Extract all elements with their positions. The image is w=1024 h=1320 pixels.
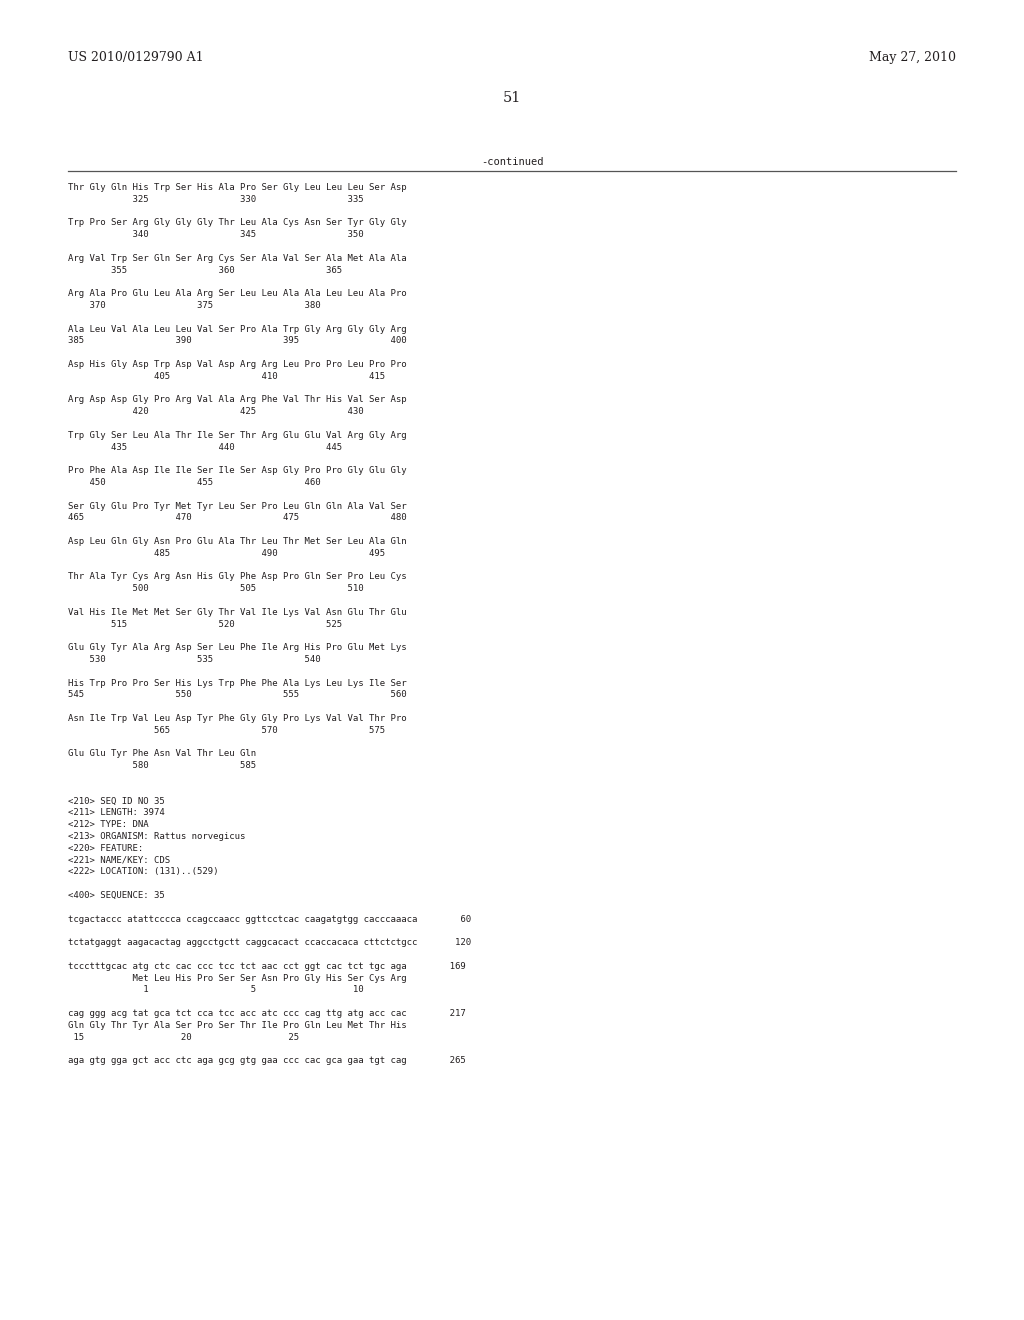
Text: 370                 375                 380: 370 375 380	[68, 301, 321, 310]
Text: Glu Glu Tyr Phe Asn Val Thr Leu Gln: Glu Glu Tyr Phe Asn Val Thr Leu Gln	[68, 750, 256, 759]
Text: tctatgaggt aagacactag aggcctgctt caggcacact ccaccacaca cttctctgcc       120: tctatgaggt aagacactag aggcctgctt caggcac…	[68, 939, 471, 948]
Text: 545                 550                 555                 560: 545 550 555 560	[68, 690, 407, 700]
Text: 420                 425                 430: 420 425 430	[68, 407, 364, 416]
Text: -continued: -continued	[480, 157, 544, 168]
Text: <213> ORGANISM: Rattus norvegicus: <213> ORGANISM: Rattus norvegicus	[68, 832, 246, 841]
Text: 1                   5                  10: 1 5 10	[68, 986, 364, 994]
Text: 355                 360                 365: 355 360 365	[68, 265, 342, 275]
Text: 435                 440                 445: 435 440 445	[68, 442, 342, 451]
Text: 15                  20                  25: 15 20 25	[68, 1032, 299, 1041]
Text: 405                 410                 415: 405 410 415	[68, 372, 385, 380]
Text: Arg Ala Pro Glu Leu Ala Arg Ser Leu Leu Ala Ala Leu Leu Ala Pro: Arg Ala Pro Glu Leu Ala Arg Ser Leu Leu …	[68, 289, 407, 298]
Text: aga gtg gga gct acc ctc aga gcg gtg gaa ccc cac gca gaa tgt cag        265: aga gtg gga gct acc ctc aga gcg gtg gaa …	[68, 1056, 466, 1065]
Text: Trp Pro Ser Arg Gly Gly Gly Thr Leu Ala Cys Asn Ser Tyr Gly Gly: Trp Pro Ser Arg Gly Gly Gly Thr Leu Ala …	[68, 218, 407, 227]
Text: 340                 345                 350: 340 345 350	[68, 230, 364, 239]
Text: 580                 585: 580 585	[68, 762, 256, 770]
Text: <222> LOCATION: (131)..(529): <222> LOCATION: (131)..(529)	[68, 867, 218, 876]
Text: Asn Ile Trp Val Leu Asp Tyr Phe Gly Gly Pro Lys Val Val Thr Pro: Asn Ile Trp Val Leu Asp Tyr Phe Gly Gly …	[68, 714, 407, 723]
Text: Thr Ala Tyr Cys Arg Asn His Gly Phe Asp Pro Gln Ser Pro Leu Cys: Thr Ala Tyr Cys Arg Asn His Gly Phe Asp …	[68, 573, 407, 581]
Text: <220> FEATURE:: <220> FEATURE:	[68, 843, 143, 853]
Text: 325                 330                 335: 325 330 335	[68, 195, 364, 203]
Text: Ser Gly Glu Pro Tyr Met Tyr Leu Ser Pro Leu Gln Gln Ala Val Ser: Ser Gly Glu Pro Tyr Met Tyr Leu Ser Pro …	[68, 502, 407, 511]
Text: Arg Asp Asp Gly Pro Arg Val Ala Arg Phe Val Thr His Val Ser Asp: Arg Asp Asp Gly Pro Arg Val Ala Arg Phe …	[68, 396, 407, 404]
Text: His Trp Pro Pro Ser His Lys Trp Phe Phe Ala Lys Leu Lys Ile Ser: His Trp Pro Pro Ser His Lys Trp Phe Phe …	[68, 678, 407, 688]
Text: 51: 51	[503, 91, 521, 106]
Text: 465                 470                 475                 480: 465 470 475 480	[68, 513, 407, 523]
Text: <210> SEQ ID NO 35: <210> SEQ ID NO 35	[68, 796, 165, 805]
Text: Asp Leu Gln Gly Asn Pro Glu Ala Thr Leu Thr Met Ser Leu Ala Gln: Asp Leu Gln Gly Asn Pro Glu Ala Thr Leu …	[68, 537, 407, 546]
Text: Trp Gly Ser Leu Ala Thr Ile Ser Thr Arg Glu Glu Val Arg Gly Arg: Trp Gly Ser Leu Ala Thr Ile Ser Thr Arg …	[68, 430, 407, 440]
Text: May 27, 2010: May 27, 2010	[869, 50, 956, 63]
Text: <211> LENGTH: 3974: <211> LENGTH: 3974	[68, 808, 165, 817]
Text: <212> TYPE: DNA: <212> TYPE: DNA	[68, 820, 148, 829]
Text: Arg Val Trp Ser Gln Ser Arg Cys Ser Ala Val Ser Ala Met Ala Ala: Arg Val Trp Ser Gln Ser Arg Cys Ser Ala …	[68, 253, 407, 263]
Text: Met Leu His Pro Ser Ser Asn Pro Gly His Ser Cys Arg: Met Leu His Pro Ser Ser Asn Pro Gly His …	[68, 974, 407, 982]
Text: 385                 390                 395                 400: 385 390 395 400	[68, 337, 407, 346]
Text: US 2010/0129790 A1: US 2010/0129790 A1	[68, 50, 204, 63]
Text: Thr Gly Gln His Trp Ser His Ala Pro Ser Gly Leu Leu Leu Ser Asp: Thr Gly Gln His Trp Ser His Ala Pro Ser …	[68, 183, 407, 191]
Text: 450                 455                 460: 450 455 460	[68, 478, 321, 487]
Text: 530                 535                 540: 530 535 540	[68, 655, 321, 664]
Text: tcgactaccc atattcccca ccagccaacc ggttcctcac caagatgtgg cacccaaaca        60: tcgactaccc atattcccca ccagccaacc ggttcct…	[68, 915, 471, 924]
Text: Glu Gly Tyr Ala Arg Asp Ser Leu Phe Ile Arg His Pro Glu Met Lys: Glu Gly Tyr Ala Arg Asp Ser Leu Phe Ile …	[68, 643, 407, 652]
Text: cag ggg acg tat gca tct cca tcc acc atc ccc cag ttg atg acc cac        217: cag ggg acg tat gca tct cca tcc acc atc …	[68, 1008, 466, 1018]
Text: Val His Ile Met Met Ser Gly Thr Val Ile Lys Val Asn Glu Thr Glu: Val His Ile Met Met Ser Gly Thr Val Ile …	[68, 607, 407, 616]
Text: 500                 505                 510: 500 505 510	[68, 585, 364, 593]
Text: <400> SEQUENCE: 35: <400> SEQUENCE: 35	[68, 891, 165, 900]
Text: 565                 570                 575: 565 570 575	[68, 726, 385, 735]
Text: tccctttgcac atg ctc cac ccc tcc tct aac cct ggt cac tct tgc aga        169: tccctttgcac atg ctc cac ccc tcc tct aac …	[68, 962, 466, 970]
Text: Ala Leu Val Ala Leu Leu Val Ser Pro Ala Trp Gly Arg Gly Gly Arg: Ala Leu Val Ala Leu Leu Val Ser Pro Ala …	[68, 325, 407, 334]
Text: Gln Gly Thr Tyr Ala Ser Pro Ser Thr Ile Pro Gln Leu Met Thr His: Gln Gly Thr Tyr Ala Ser Pro Ser Thr Ile …	[68, 1020, 407, 1030]
Text: 515                 520                 525: 515 520 525	[68, 619, 342, 628]
Text: Pro Phe Ala Asp Ile Ile Ser Ile Ser Asp Gly Pro Pro Gly Glu Gly: Pro Phe Ala Asp Ile Ile Ser Ile Ser Asp …	[68, 466, 407, 475]
Text: Asp His Gly Asp Trp Asp Val Asp Arg Arg Leu Pro Pro Leu Pro Pro: Asp His Gly Asp Trp Asp Val Asp Arg Arg …	[68, 360, 407, 370]
Text: <221> NAME/KEY: CDS: <221> NAME/KEY: CDS	[68, 855, 170, 865]
Text: 485                 490                 495: 485 490 495	[68, 549, 385, 558]
